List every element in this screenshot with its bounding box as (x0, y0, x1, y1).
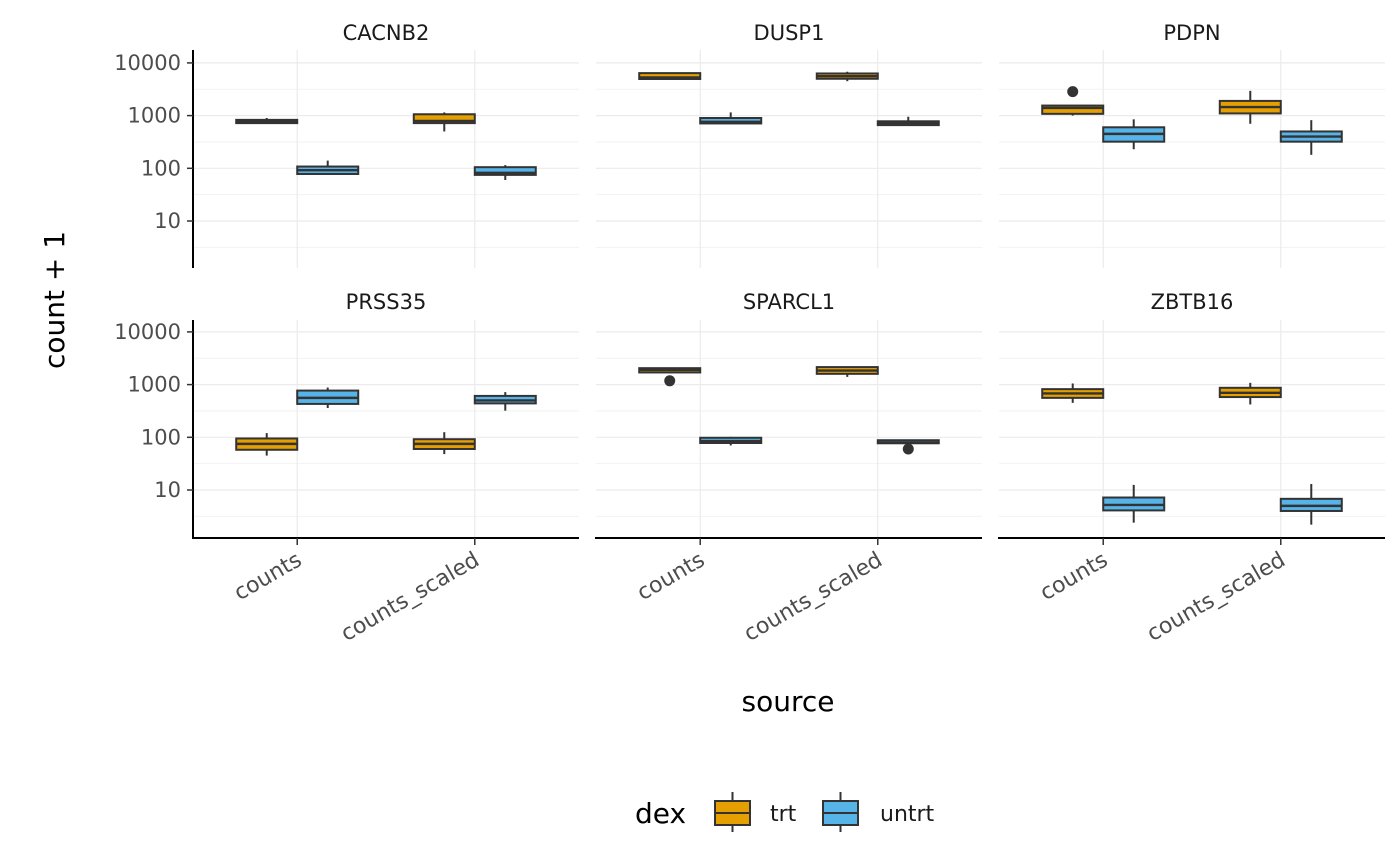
box-body (1041, 104, 1105, 115)
box-trt-counts_scaled (815, 71, 879, 82)
legend-label-trt: trt (770, 802, 797, 827)
box-untrt-counts (1102, 119, 1166, 150)
y-tick-label: 10 (154, 478, 181, 502)
outlier-point (902, 443, 914, 455)
panel-pdpn: PDPN (999, 21, 1385, 268)
legend-key-untrt: untrt (822, 792, 935, 832)
y-tick-label: 10 (154, 209, 181, 233)
box-trt-counts_scaled (412, 432, 476, 455)
box-untrt-counts_scaled (1279, 120, 1343, 155)
box-trt-counts (1041, 86, 1105, 116)
y-tick-label: 1000 (128, 373, 181, 397)
facet-title: SPARCL1 (743, 290, 835, 314)
legend-key-trt: trt (714, 792, 797, 832)
box-untrt-counts (296, 160, 360, 175)
box-trt-counts (235, 118, 299, 125)
facet-title: DUSP1 (754, 21, 825, 45)
y-tick-label: 100 (141, 425, 181, 449)
y-tick-label: 100 (141, 156, 181, 180)
box-untrt-counts (1102, 484, 1166, 523)
panel-cacnb2: CACNB2 10 100 1000 10000 (114, 21, 579, 268)
panel-dusp1: DUSP1 (596, 21, 982, 268)
y-tick-label: 1000 (128, 104, 181, 128)
box-untrt-counts (699, 112, 763, 125)
facet-title: PRSS35 (346, 290, 427, 314)
panel-zbtb16: ZBTB16 counts counts_scaled (998, 290, 1385, 647)
box-trt-counts (1041, 383, 1105, 403)
legend-label-untrt: untrt (880, 802, 935, 827)
box-trt-counts_scaled (412, 112, 476, 132)
box-trt-counts (638, 72, 702, 80)
outlier-point (664, 375, 676, 387)
panel-prss35: PRSS35 10 100 1000 10000 counts counts_scaled (114, 290, 579, 647)
box-untrt-counts (296, 387, 360, 408)
box-untrt-counts (699, 436, 763, 446)
box-untrt-counts_scaled (876, 439, 940, 455)
legend: dex trt untrt (635, 792, 935, 832)
box-untrt-counts_scaled (473, 165, 537, 180)
x-tick-label: counts_scaled (337, 548, 484, 647)
facet-panels: CACNB2 10 100 1000 10000 DUSP1 PDPN PRSS35 10 100… (114, 21, 1385, 647)
panel-sparcl1: SPARCL1 counts counts_scaled (595, 290, 982, 647)
box-body (412, 113, 476, 125)
facet-title: CACNB2 (343, 21, 430, 45)
box-trt-counts (235, 433, 299, 456)
box-trt-counts_scaled (1218, 90, 1282, 124)
y-tick-label: 10000 (114, 320, 181, 344)
box-body (638, 72, 702, 80)
x-tick-label: counts (230, 548, 306, 606)
x-axis-title: source (742, 685, 835, 718)
legend-title: dex (635, 797, 686, 830)
facet-title: ZBTB16 (1151, 290, 1234, 314)
x-tick-label: counts_scaled (740, 548, 887, 647)
x-tick-label: counts (633, 548, 709, 606)
box-trt-counts_scaled (815, 366, 879, 377)
box-trt-counts_scaled (1218, 382, 1282, 405)
box-trt-counts (638, 367, 702, 387)
facet-title: PDPN (1163, 21, 1220, 45)
x-tick-label: counts_scaled (1143, 548, 1290, 647)
box-untrt-counts_scaled (1279, 483, 1343, 525)
box-untrt-counts_scaled (876, 116, 940, 127)
y-axis-title: count + 1 (38, 231, 71, 369)
box-body (473, 166, 537, 176)
box-untrt-counts_scaled (473, 392, 537, 411)
y-tick-label: 10000 (114, 51, 181, 75)
x-tick-label: counts (1036, 548, 1112, 606)
outlier-point (1067, 86, 1079, 98)
